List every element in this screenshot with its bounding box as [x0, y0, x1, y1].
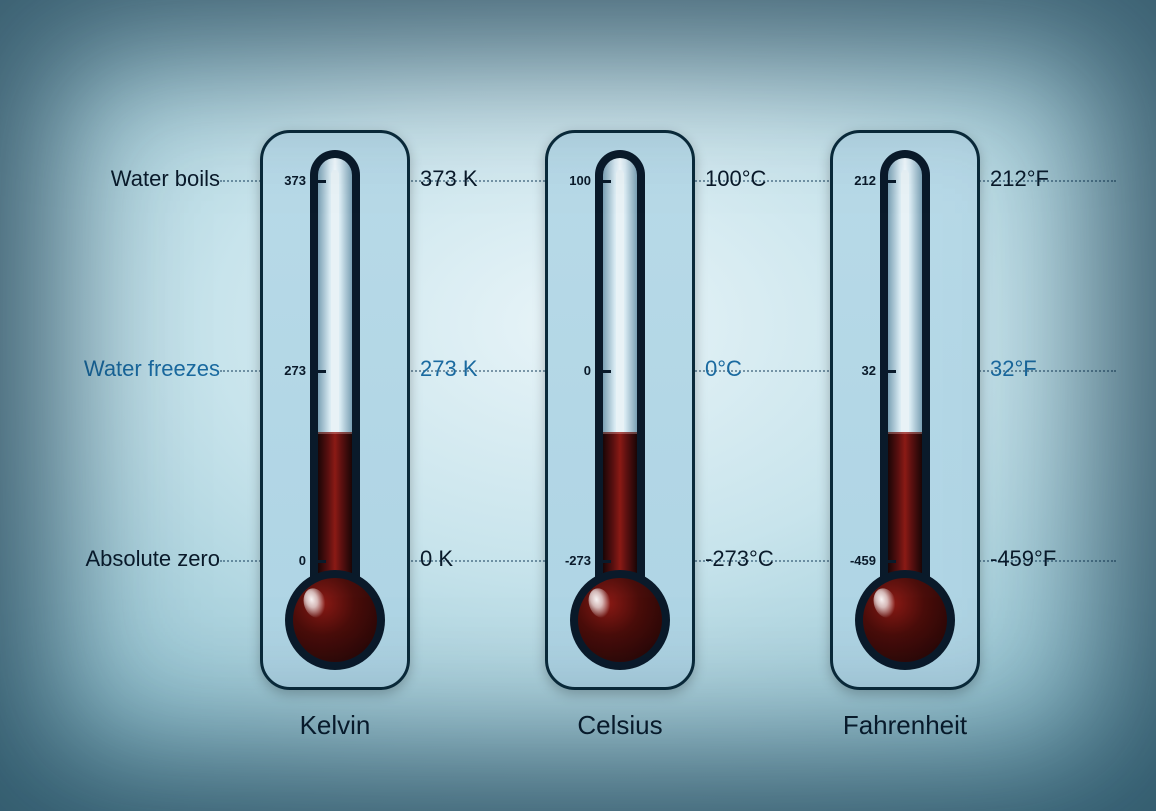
thermometer-mercury: [603, 432, 637, 592]
tick-zero: [880, 560, 896, 563]
row-label-zero: Absolute zero: [20, 546, 220, 572]
value-kelvin-boil: 373 K: [420, 166, 478, 192]
scale-title-kelvin: Kelvin: [235, 710, 435, 741]
tick-freeze: [310, 370, 326, 373]
value-kelvin-freeze: 273 K: [420, 356, 478, 382]
tick-freeze: [880, 370, 896, 373]
value-fahrenheit-freeze: 32°F: [990, 356, 1037, 382]
tick-number-boil: 100: [555, 173, 591, 188]
tick-number-boil: 373: [270, 173, 306, 188]
scale-title-fahrenheit: Fahrenheit: [805, 710, 1005, 741]
tick-zero: [595, 560, 611, 563]
scale-title-celsius: Celsius: [520, 710, 720, 741]
value-fahrenheit-boil: 212°F: [990, 166, 1049, 192]
thermometer-mercury: [318, 432, 352, 592]
value-celsius-zero: -273°C: [705, 546, 774, 572]
value-celsius-boil: 100°C: [705, 166, 766, 192]
row-label-boil: Water boils: [20, 166, 220, 192]
tick-number-zero: 0: [270, 553, 306, 568]
tick-boil: [880, 180, 896, 183]
tick-number-freeze: 0: [555, 363, 591, 378]
tick-freeze: [595, 370, 611, 373]
tick-number-boil: 212: [840, 173, 876, 188]
thermometer-mercury: [888, 432, 922, 592]
temperature-scales-diagram: Water boils Water freezes Absolute zero …: [0, 0, 1156, 811]
value-fahrenheit-zero: -459°F: [990, 546, 1056, 572]
tick-boil: [310, 180, 326, 183]
value-kelvin-zero: 0 K: [420, 546, 453, 572]
tick-number-freeze: 273: [270, 363, 306, 378]
row-label-freeze: Water freezes: [20, 356, 220, 382]
tick-number-freeze: 32: [840, 363, 876, 378]
tick-zero: [310, 560, 326, 563]
tick-boil: [595, 180, 611, 183]
value-celsius-freeze: 0°C: [705, 356, 742, 382]
tick-number-zero: -459: [840, 553, 876, 568]
tick-number-zero: -273: [555, 553, 591, 568]
